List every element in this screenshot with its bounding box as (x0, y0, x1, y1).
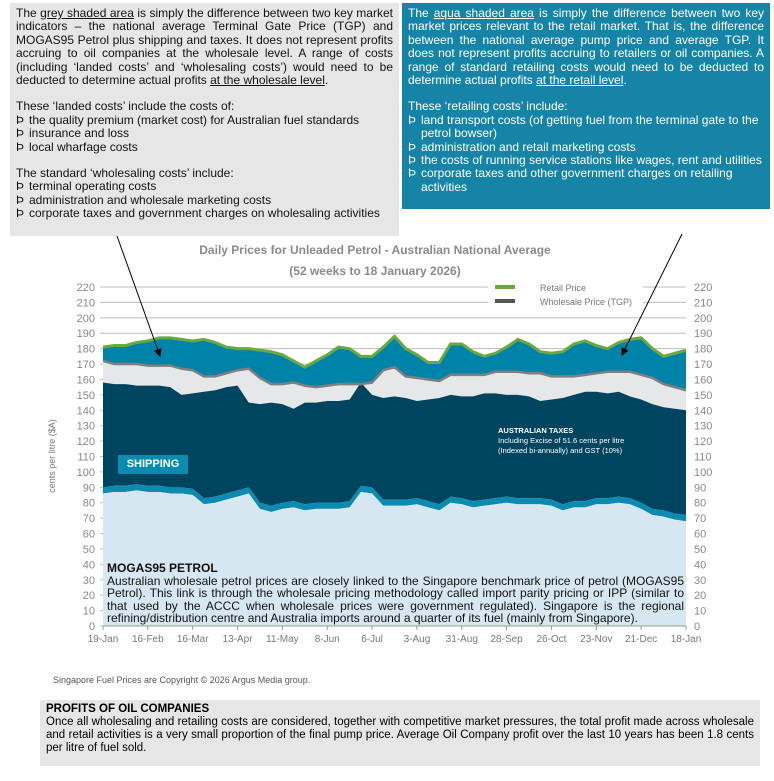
legend-label: Retail Price (540, 283, 586, 293)
x-tick-label: 26-Oct (536, 634, 566, 645)
y-tick-label-left: 220 (77, 282, 95, 294)
y-tick-label-left: 70 (83, 513, 95, 525)
x-tick-label: 31-Aug (446, 634, 478, 645)
y-tick-label-left: 200 (77, 313, 95, 325)
y-tick-label-left: 210 (77, 297, 95, 309)
chart-title: Daily Prices for Unleaded Petrol - Austr… (199, 243, 551, 257)
wholesale-paragraph: The grey shaded area is simply the diffe… (16, 6, 393, 88)
y-tick-label-right: 10 (694, 606, 706, 618)
y-tick-label-right: 30 (694, 575, 706, 587)
mogas-area (103, 490, 686, 626)
x-tick-label: 6-Jul (361, 634, 383, 645)
retail-paragraph: The aqua shaded area is simply the diffe… (408, 6, 764, 88)
retail-explanation-box: The aqua shaded area is simply the diffe… (402, 3, 770, 209)
y-tick-label-left: 150 (77, 390, 95, 402)
profits-title: PROFITS OF OIL COMPANIES (46, 703, 210, 715)
profits-box: PROFITS OF OIL COMPANIES Once all wholes… (40, 700, 760, 766)
x-tick-label: 28-Sep (490, 634, 523, 645)
y-tick-label-right: 110 (694, 452, 712, 464)
y-tick-label-right: 130 (694, 421, 712, 433)
wholesale-margin-area (103, 360, 686, 411)
x-tick-label: 23-Nov (580, 634, 612, 645)
y-tick-label-left: 120 (77, 436, 95, 448)
x-tick-label: 3-Aug (404, 634, 431, 645)
y-tick-label-left: 80 (83, 498, 95, 510)
y-tick-label-left: 110 (77, 452, 95, 464)
y-tick-label-right: 60 (694, 529, 706, 541)
y-tick-label-left: 30 (83, 575, 95, 587)
y-tick-label-left: 170 (77, 359, 95, 371)
y-tick-label-right: 90 (694, 482, 706, 494)
x-tick-label: 13-Apr (223, 634, 254, 645)
copyright-footnote: Singapore Fuel Prices are Copyright © 20… (53, 675, 311, 685)
y-tick-label-left: 180 (77, 344, 95, 356)
y-tick-label-right: 140 (694, 405, 712, 417)
x-tick-label: 16-Mar (177, 634, 209, 645)
y-tick-label-left: 130 (77, 421, 95, 433)
y-tick-label-left: 140 (77, 405, 95, 417)
y-tick-label-right: 50 (694, 544, 706, 556)
y-tick-label-right: 210 (694, 297, 712, 309)
x-tick-label: 11-May (266, 634, 299, 645)
y-tick-label-left: 90 (83, 482, 95, 494)
y-tick-label-right: 200 (694, 313, 712, 325)
y-axis-label: cents per litre ($A) (47, 419, 57, 493)
y-tick-label-left: 0 (89, 621, 95, 633)
y-tick-label-left: 60 (83, 529, 95, 541)
y-tick-label-right: 220 (694, 282, 712, 294)
x-tick-label: 21-Dec (625, 634, 657, 645)
y-tick-label-left: 190 (77, 328, 95, 340)
x-tick-label: 8-Jun (315, 634, 340, 645)
x-tick-label: 19-Jan (88, 634, 119, 645)
y-tick-label-right: 160 (694, 374, 712, 386)
wholesale-heading: The standard ‘wholesaling costs’ include… (16, 166, 234, 181)
retail-price-line (102, 334, 687, 369)
wholesale-price-line (102, 359, 687, 392)
retail-heading: These ‘retailing costs’ include: (408, 99, 568, 114)
mogas-annotation: MOGAS95 PETROL Australian wholesale petr… (107, 561, 684, 625)
shipping-label: SHIPPING (118, 455, 188, 474)
y-tick-label-left: 50 (83, 544, 95, 556)
y-tick-label-right: 20 (694, 590, 706, 602)
arrow-to-grey-area (116, 235, 162, 357)
y-tick-label-left: 40 (83, 559, 95, 571)
y-tick-label-right: 80 (694, 498, 706, 510)
y-tick-label-right: 170 (694, 359, 712, 371)
y-tick-label-right: 150 (694, 390, 712, 402)
x-tick-label: 18-Jan (671, 634, 702, 645)
y-tick-label-left: 100 (77, 467, 95, 479)
landed-heading: These ‘landed costs’ include the costs o… (16, 99, 235, 114)
y-tick-label-right: 40 (694, 559, 706, 571)
y-tick-label-right: 180 (694, 344, 712, 356)
chart-subtitle: (52 weeks to 18 January 2026) (289, 264, 461, 278)
y-tick-label-left: 160 (77, 374, 95, 386)
y-tick-label-right: 100 (694, 467, 712, 479)
x-tick-label: 16-Feb (132, 634, 164, 645)
y-tick-label-left: 20 (83, 590, 95, 602)
y-tick-label-left: 10 (83, 606, 95, 618)
y-tick-label-right: 0 (694, 621, 700, 633)
taxes-area (103, 382, 686, 516)
y-tick-label-right: 70 (694, 513, 706, 525)
y-tick-label-right: 190 (694, 328, 712, 340)
taxes-annotation: AUSTRALIAN TAXES Including Excise of 51.… (498, 426, 625, 455)
y-tick-label-right: 120 (694, 436, 712, 448)
wholesale-explanation-box: The grey shaded area is simply the diffe… (10, 3, 399, 236)
profits-text: Once all wholesaling and retailing costs… (46, 716, 754, 754)
arrow-to-aqua-area (621, 233, 683, 356)
legend-label: Wholesale Price (TGP) (540, 297, 632, 307)
